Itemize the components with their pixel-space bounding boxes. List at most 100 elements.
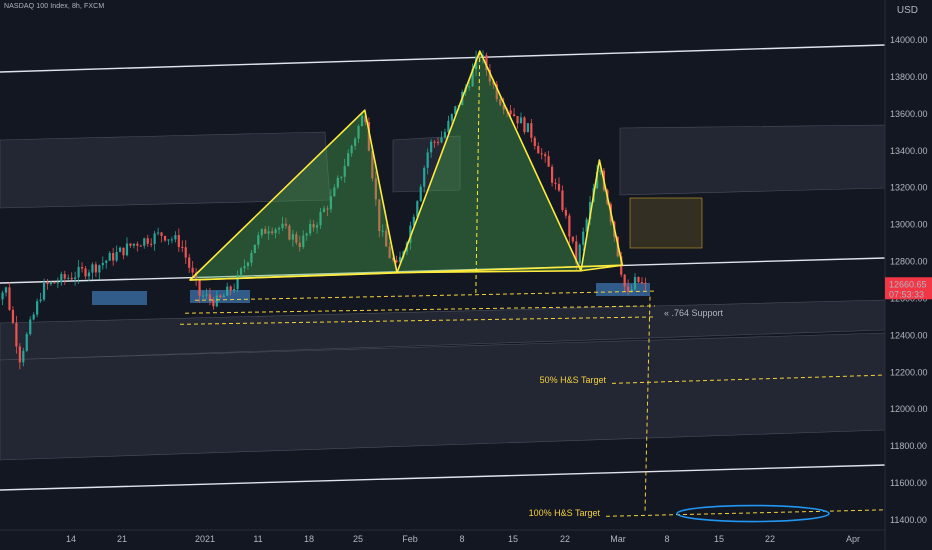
- candle: [94, 264, 97, 273]
- candle: [257, 235, 260, 245]
- candle: [219, 295, 222, 298]
- candle: [271, 231, 274, 234]
- candle: [46, 281, 49, 285]
- candle: [633, 277, 637, 290]
- candle: [495, 84, 498, 100]
- candle: [326, 208, 329, 210]
- candle: [329, 196, 332, 210]
- candle: [122, 247, 125, 256]
- candle: [39, 299, 42, 302]
- time-tick-label: 18: [304, 534, 314, 544]
- candle: [22, 350, 25, 363]
- candle: [416, 201, 419, 217]
- candle: [333, 187, 336, 197]
- candle: [281, 223, 284, 229]
- candle: [537, 146, 540, 154]
- price-tick-label: 11400.00: [890, 515, 927, 525]
- candle: [298, 242, 301, 247]
- candle: [502, 104, 505, 110]
- price-tick-label: 11800.00: [890, 441, 927, 451]
- candle: [112, 253, 115, 261]
- candle: [49, 282, 53, 285]
- candle: [80, 266, 84, 269]
- candle: [367, 122, 371, 151]
- candle: [371, 150, 374, 179]
- candle: [436, 142, 440, 144]
- candle: [184, 247, 187, 258]
- target-50-line: [611, 374, 886, 384]
- candle: [132, 243, 135, 246]
- candle: [243, 266, 246, 269]
- time-tick-label: 8: [664, 534, 669, 544]
- candle: [222, 295, 225, 298]
- candle: [360, 115, 364, 126]
- candle: [471, 69, 474, 87]
- candle: [188, 257, 191, 268]
- annotations: « .764 Support 50% H&S Target 100% H&S Tar…: [179, 290, 886, 523]
- time-tick-label: 21: [117, 534, 127, 544]
- candle: [70, 277, 73, 280]
- candle: [443, 131, 447, 138]
- candle: [492, 81, 495, 85]
- target-ellipse: [676, 504, 830, 523]
- candle: [519, 117, 523, 124]
- candle: [98, 265, 101, 273]
- candle: [450, 114, 453, 121]
- candle: [430, 141, 433, 153]
- candle: [205, 294, 208, 296]
- candle: [488, 69, 491, 82]
- channel-mid-line: [0, 257, 886, 284]
- candle: [440, 137, 443, 143]
- candle: [201, 295, 205, 297]
- head-shoulders-pattern: [189, 50, 624, 295]
- time-axis[interactable]: 14 21 2021 11 18 25 Feb 8 15 22 Mar 8 15 22 Apr: [0, 529, 885, 544]
- time-tick-label: 15: [508, 534, 518, 544]
- candle: [419, 186, 422, 202]
- price-tick-label: 12000.00: [890, 404, 928, 414]
- candle: [291, 234, 294, 240]
- candle: [530, 123, 533, 138]
- candle: [423, 167, 426, 187]
- price-tag-value: 12660.65: [889, 279, 927, 289]
- candle: [533, 137, 536, 147]
- time-tick-label: 14: [66, 534, 76, 544]
- candle: [143, 238, 146, 246]
- candle: [136, 243, 139, 246]
- candle: [343, 166, 346, 177]
- candle: [74, 277, 77, 280]
- price-tick-label: 12200.00: [890, 367, 928, 377]
- time-tick-label: 11: [253, 534, 262, 544]
- candle: [146, 238, 149, 244]
- candle: [640, 282, 644, 284]
- candle: [454, 106, 457, 115]
- candle: [523, 117, 526, 133]
- candle: [468, 86, 471, 88]
- candle: [485, 55, 488, 70]
- candle: [150, 243, 153, 245]
- candle: [637, 277, 640, 283]
- candle: [153, 233, 156, 244]
- price-tick-label: 13600.00: [890, 109, 928, 119]
- head-height-line: [475, 51, 481, 295]
- time-tick-label: 22: [560, 534, 570, 544]
- candle: [108, 253, 111, 261]
- candle: [125, 243, 129, 256]
- candle: [295, 234, 298, 243]
- candle: [174, 235, 177, 240]
- candle: [392, 258, 395, 261]
- candle: [547, 156, 550, 167]
- candle: [336, 177, 339, 188]
- price-tick-label: 13400.00: [890, 146, 928, 156]
- candle: [15, 322, 18, 347]
- candle: [388, 246, 391, 259]
- candle: [378, 199, 381, 231]
- candle: [526, 123, 529, 133]
- candle: [42, 281, 46, 300]
- candle: [156, 232, 160, 234]
- currency-label: USD: [896, 5, 918, 16]
- time-tick-label: 2021: [195, 534, 215, 544]
- price-tag-box: [885, 277, 932, 300]
- price-tick-label: 12400.00: [890, 330, 928, 340]
- candle: [36, 301, 39, 315]
